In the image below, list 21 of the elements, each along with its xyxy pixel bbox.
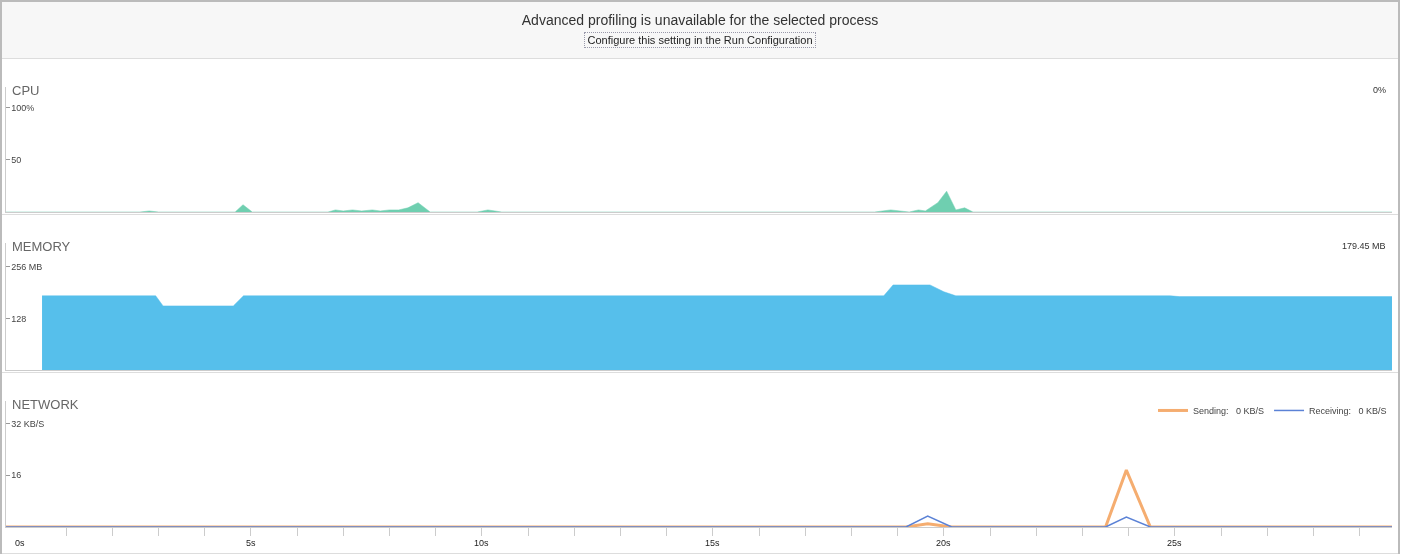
x-tick-label: 5s — [246, 538, 257, 548]
y-axis-title: CPU — [12, 83, 40, 98]
y-tick-label: 16 — [11, 470, 22, 481]
y-axis-title: NETWORK — [12, 397, 79, 412]
y-tick-label: 100% — [11, 102, 35, 113]
y-axis-title: MEMORY — [12, 239, 71, 254]
x-tick-label: 15s — [705, 538, 721, 548]
y-tick-label: 50 — [11, 155, 22, 166]
x-tick-label: 25s — [1167, 538, 1183, 548]
legend-label: Receiving: 0 KB/S — [1309, 405, 1387, 416]
x-tick-label: 10s — [474, 538, 490, 548]
annotation: 0% — [1373, 85, 1387, 95]
chart-title: Advanced profiling is unavailable for the selected process — [520, 11, 880, 28]
legend-label: Sending: 0 KB/S — [1193, 405, 1265, 416]
y-tick-label: 32 KB/S — [11, 418, 45, 429]
annotation: 179.45 MB — [1342, 241, 1386, 251]
x-tick-label: 0s — [15, 538, 26, 548]
chart-subtitle: Configure this setting in the Run Configuration — [584, 32, 816, 48]
x-tick-label: 20s — [936, 538, 952, 548]
y-tick-label: 128 — [11, 313, 27, 324]
y-tick-label: 256 MB — [11, 261, 43, 272]
